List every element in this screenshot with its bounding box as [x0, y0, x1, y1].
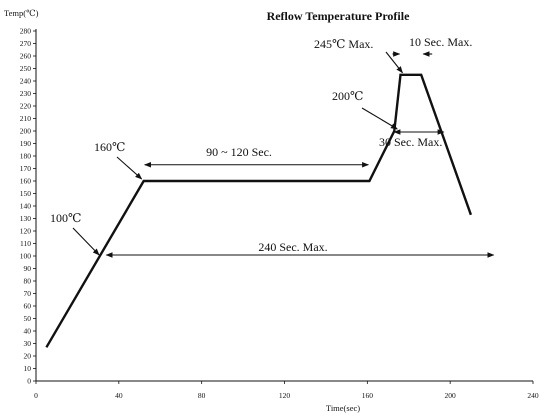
arrow-160c	[116, 156, 143, 180]
y-tick-label: 280	[20, 27, 32, 36]
label-245c-max: 245℃ Max.	[314, 37, 373, 51]
y-tick-label: 120	[20, 227, 32, 236]
y-tick-label: 100	[20, 252, 32, 261]
y-tick-label: 130	[20, 214, 32, 223]
y-tick-label: 270	[20, 39, 32, 48]
y-tick-label: 70	[24, 289, 32, 298]
arrow-200c	[361, 107, 398, 130]
y-tick-label: 90	[24, 264, 32, 273]
chart-title: Reflow Temperature Profile	[267, 9, 411, 23]
x-tick-label: 200	[445, 391, 457, 400]
y-tick-label: 260	[20, 52, 32, 61]
y-tick-label: 220	[20, 102, 32, 111]
y-tick-label: 190	[20, 139, 32, 148]
label-240sec-max: 240 Sec. Max.	[258, 240, 327, 254]
x-tick-label: 40	[115, 391, 123, 400]
y-tick-label: 240	[20, 77, 32, 86]
y-tick-label: 80	[24, 277, 32, 286]
y-tick-label: 160	[20, 177, 32, 186]
label-160c: 160℃	[94, 140, 125, 154]
x-tick-label: 120	[279, 391, 291, 400]
x-tick-label: 80	[198, 391, 206, 400]
profile-line	[45, 73, 473, 348]
y-tick-label: 30	[24, 339, 32, 348]
y-tick-label: 60	[24, 302, 32, 311]
y-tick-label: 170	[20, 164, 32, 173]
annotations: 100℃ 160℃ 200℃ 245℃ Max. 10 Sec. Max. 90 ~ 12…	[50, 35, 495, 258]
arrow-100c	[72, 227, 100, 256]
x-tick-label: 0	[34, 391, 38, 400]
x-axis-label: Time(sec)	[326, 403, 360, 413]
label-10sec-max: 10 Sec. Max.	[409, 35, 472, 49]
y-tick-label: 110	[20, 239, 31, 248]
y-tick-label: 230	[20, 89, 32, 98]
y-tick-label: 200	[20, 127, 32, 136]
y-tick-label: 0	[27, 377, 31, 386]
y-tick-label: 10	[24, 364, 32, 373]
y-tick-label: 150	[20, 189, 32, 198]
y-tick-label: 210	[20, 114, 32, 123]
axes: 0 10 20 30 40 50 60 70 80 90 100 110 120 130 140 150 160…	[20, 27, 539, 401]
y-tick-label: 140	[20, 202, 32, 211]
label-200c: 200℃	[332, 89, 363, 103]
label-90-120sec: 90 ~ 120 Sec.	[206, 145, 272, 159]
plot-area	[45, 73, 473, 348]
y-tick-label: 40	[24, 327, 32, 336]
x-tick-label: 160	[362, 391, 374, 400]
label-30sec-max: 30 Sec. Max.	[379, 135, 442, 149]
arrow-245c	[385, 51, 403, 74]
x-tick-label: 240	[527, 391, 539, 400]
y-tick-label: 50	[24, 314, 32, 323]
y-tick-label: 180	[20, 152, 32, 161]
y-axis-label: Temp(℃)	[4, 8, 39, 18]
y-tick-label: 20	[24, 352, 32, 361]
y-tick-label: 250	[20, 64, 32, 73]
label-100c: 100℃	[50, 211, 81, 225]
